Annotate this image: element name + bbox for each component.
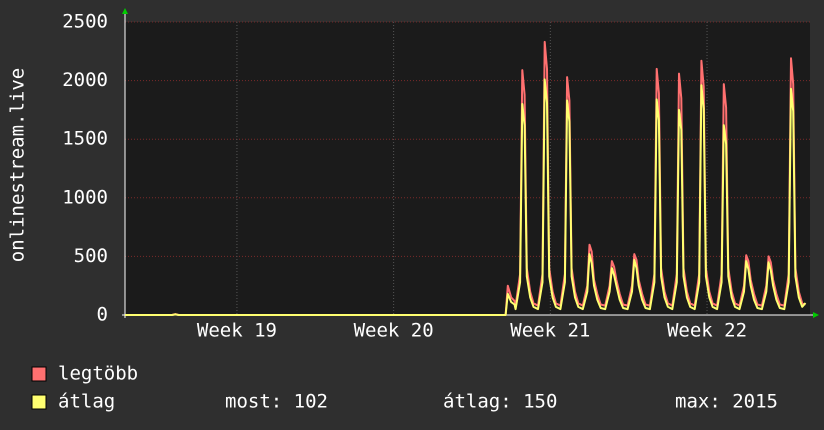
legend-stat: max: 2015 — [675, 391, 778, 413]
y-tick-label: 1000 — [62, 186, 108, 208]
plot-area — [125, 22, 810, 315]
axis-arrow — [122, 8, 128, 14]
legend-label: átlag — [58, 391, 115, 413]
x-tick-label: Week 19 — [197, 320, 277, 342]
y-tick-label: 500 — [74, 245, 108, 267]
axis-arrow — [813, 312, 819, 318]
y-tick-label: 2500 — [62, 11, 108, 33]
legend-stat: most: 102 — [225, 391, 328, 413]
x-tick-label: Week 20 — [354, 320, 434, 342]
series-line — [125, 78, 807, 316]
y-axis-label: onlinestream.live — [7, 68, 29, 262]
x-tick-label: Week 22 — [667, 320, 747, 342]
y-tick-label: 1500 — [62, 128, 108, 150]
legend-label: legtöbb — [58, 363, 138, 385]
x-tick-label: Week 21 — [510, 320, 590, 342]
legend-swatch — [31, 366, 47, 382]
y-tick-label: 2000 — [62, 69, 108, 91]
legend-stat: átlag: 150 — [443, 391, 557, 413]
legend-swatch — [31, 394, 47, 410]
y-tick-label: 0 — [97, 304, 108, 326]
